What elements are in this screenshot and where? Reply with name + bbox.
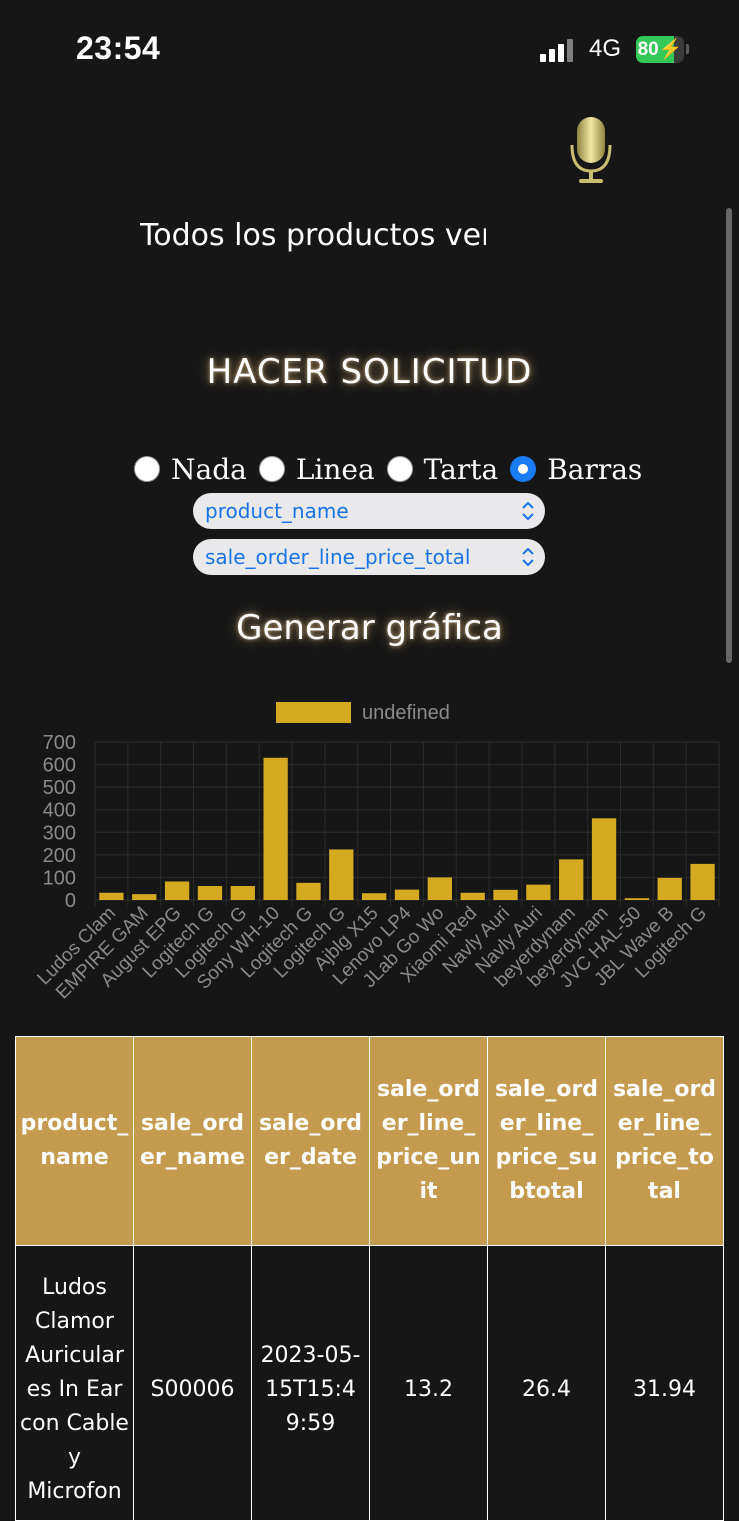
cell-price-unit: 13.2 [369,1245,488,1521]
bar [230,886,255,900]
bar [394,889,420,900]
x-field-value: product_name [205,499,349,523]
chevron-updown-icon [522,501,534,521]
cell-product-name: Ludos Clamor Auriculares In Ear con Cabl… [15,1245,134,1521]
cell-price-subtotal: 26.4 [487,1245,606,1521]
y-tick-label: 100 [43,867,76,889]
bar [526,884,551,900]
bar [559,859,584,900]
y-field-value: sale_order_line_price_total [205,545,471,569]
status-bar: 23:54 4G 80⚡ [0,0,739,100]
scrollbar[interactable] [726,208,732,663]
table-row: Ludos Clamor Auriculares In Ear con Cabl… [15,1245,724,1521]
chart-type-selector: Nada Linea Tarta Barras [134,449,654,489]
battery-percent: 80 [637,39,659,60]
bar [329,849,354,900]
bar [296,882,321,900]
x-field-select[interactable]: product_name [193,493,545,529]
table-header-row: product_name sale_order_name sale_order_… [15,1036,724,1246]
y-tick-label: 0 [65,890,76,912]
y-tick-label: 500 [43,777,76,799]
header-sale-order-name: sale_order_name [133,1036,252,1246]
legend-label: undefined [362,702,450,724]
bar [493,889,518,900]
query-input[interactable]: Todos los productos vend [140,218,486,253]
bar [624,898,650,900]
network-type: 4G [589,35,622,62]
radio-label-tarta: Tarta [423,452,499,486]
radio-tarta[interactable] [386,456,413,482]
radio-label-linea: Linea [295,452,375,486]
cell-sale-order-name: S00006 [133,1245,252,1521]
bar [99,892,124,900]
cell-sale-order-date: 2023-05-15T15:49:59 [251,1245,370,1521]
request-button[interactable]: HACER SOLICITUD [206,352,533,392]
y-tick-label: 400 [43,800,76,822]
cell-price-total: 31.94 [605,1245,724,1521]
header-price-total: sale_order_line_price_total [605,1036,724,1246]
radio-label-barras: Barras [547,452,643,486]
bar [591,818,617,900]
signal-icon [540,38,576,62]
header-price-unit: sale_order_line_price_unit [369,1036,488,1246]
bar [164,881,190,900]
radio-label-nada: Nada [171,452,247,486]
radio-linea[interactable] [258,456,285,482]
y-tick-label: 200 [43,845,76,867]
status-time: 23:54 [76,30,161,66]
bar [362,893,387,900]
header-sale-order-date: sale_order_date [251,1036,370,1246]
battery-tip [686,44,689,54]
bar [132,894,157,900]
header-price-subtotal: sale_order_line_price_subtotal [487,1036,606,1246]
y-tick-label: 700 [43,732,76,754]
radio-barras[interactable] [510,456,537,482]
battery-icon: 80⚡ [636,36,684,63]
y-tick-label: 300 [43,822,76,844]
bar [460,892,485,900]
generate-chart-button[interactable]: Generar gráfica [236,608,503,648]
header-product-name: product_name [15,1036,134,1246]
bar [197,886,223,900]
bar [427,877,452,900]
results-table: product_name sale_order_name sale_order_… [15,1036,724,1521]
y-tick-label: 600 [43,755,76,777]
legend-swatch [276,702,351,723]
y-field-select[interactable]: sale_order_line_price_total [193,539,545,575]
chevron-updown-icon [522,547,534,567]
bar [657,877,682,900]
bar [690,863,715,900]
microphone-icon[interactable] [568,115,614,185]
bar [263,757,288,900]
radio-nada[interactable] [134,456,160,482]
